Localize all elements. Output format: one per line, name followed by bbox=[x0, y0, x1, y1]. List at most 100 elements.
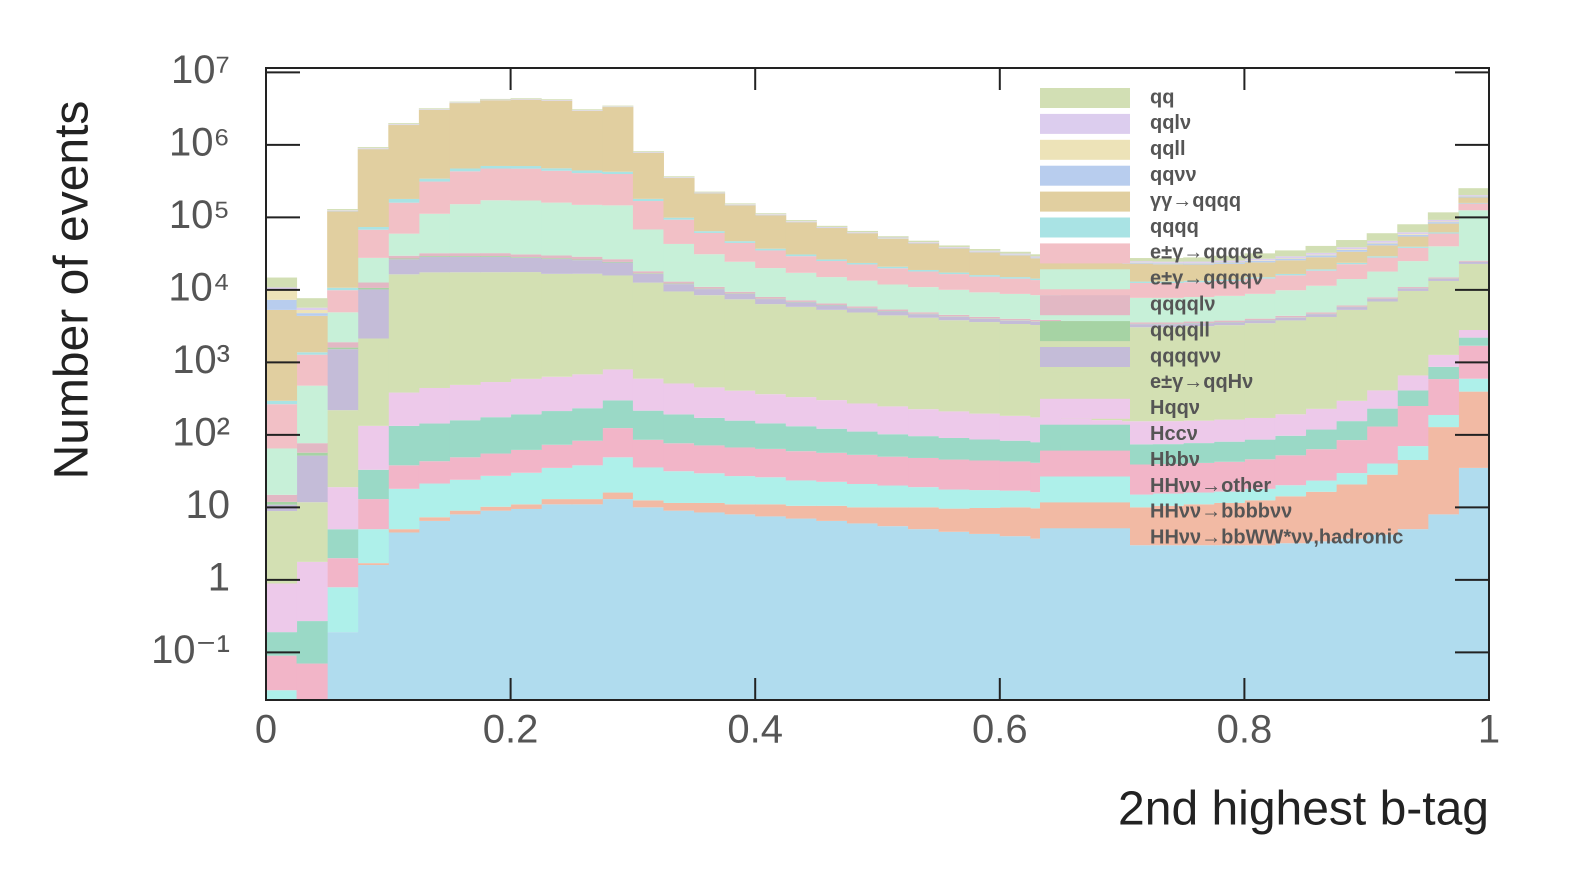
histogram-bar bbox=[694, 502, 726, 513]
histogram-bar bbox=[1366, 242, 1398, 244]
histogram-bar bbox=[999, 293, 1031, 319]
histogram-bar bbox=[632, 410, 664, 440]
histogram-bar bbox=[296, 561, 328, 622]
histogram-bar bbox=[418, 178, 450, 182]
histogram-bar bbox=[1366, 233, 1398, 241]
histogram-bar bbox=[1366, 298, 1398, 302]
histogram-bar bbox=[632, 152, 664, 199]
legend-label: qqlν bbox=[1150, 112, 1191, 134]
legend-label: HHνν→bbWW*νν,hadronic bbox=[1150, 527, 1403, 549]
histogram-bar bbox=[1427, 514, 1459, 700]
histogram-bar bbox=[969, 460, 1001, 491]
histogram-bar bbox=[296, 455, 328, 503]
y-axis-label: Number of events bbox=[46, 101, 99, 480]
histogram-bar bbox=[510, 272, 542, 379]
histogram-bar bbox=[480, 510, 512, 700]
histogram-bar bbox=[755, 423, 787, 449]
histogram-bar bbox=[327, 632, 359, 700]
histogram-bar bbox=[357, 469, 389, 500]
histogram-bar bbox=[846, 280, 878, 307]
histogram-bar bbox=[418, 272, 450, 388]
histogram-bar bbox=[663, 510, 695, 700]
histogram-bar bbox=[571, 374, 603, 409]
histogram-bar bbox=[1122, 322, 1154, 324]
histogram-bar bbox=[510, 168, 542, 201]
histogram-bar bbox=[999, 253, 1031, 255]
histogram-bar bbox=[969, 507, 1001, 534]
histogram-bar bbox=[1366, 297, 1398, 299]
histogram-bar bbox=[1274, 317, 1307, 321]
histogram-bar bbox=[877, 311, 909, 316]
histogram-bar bbox=[1244, 439, 1276, 460]
histogram-bar bbox=[663, 219, 695, 244]
histogram-bar bbox=[877, 456, 909, 486]
histogram-bar bbox=[1152, 327, 1184, 422]
legend-swatch bbox=[1040, 269, 1130, 290]
histogram-bar bbox=[816, 520, 848, 700]
histogram-bar bbox=[357, 563, 389, 566]
histogram-bar bbox=[266, 299, 298, 310]
histogram-bar bbox=[632, 151, 664, 152]
histogram-bar bbox=[816, 309, 848, 401]
histogram-bar bbox=[969, 413, 1001, 440]
histogram-bar bbox=[480, 255, 512, 257]
histogram-bar bbox=[1397, 224, 1429, 233]
histogram-bar bbox=[327, 211, 359, 288]
histogram-bar bbox=[480, 168, 512, 201]
histogram-bar bbox=[724, 299, 756, 391]
histogram-bar bbox=[938, 246, 970, 248]
histogram-bar bbox=[694, 295, 726, 388]
histogram-bar bbox=[1274, 275, 1307, 291]
histogram-bar bbox=[1244, 318, 1276, 321]
histogram-bar bbox=[388, 392, 420, 426]
histogram-bar bbox=[1183, 263, 1215, 265]
histogram-bar bbox=[1366, 474, 1398, 535]
histogram-bar bbox=[1458, 188, 1489, 196]
histogram-bar bbox=[602, 171, 634, 175]
histogram-bar bbox=[999, 507, 1031, 537]
histogram-bar bbox=[1152, 264, 1184, 282]
y-tick-label: 10⁻¹ bbox=[151, 628, 230, 672]
histogram-bar bbox=[1274, 257, 1307, 259]
histogram-bar bbox=[724, 205, 756, 242]
histogram-bar bbox=[1427, 414, 1459, 428]
legend-label: HHνν→bbbbνν bbox=[1150, 501, 1292, 523]
histogram-bar bbox=[602, 107, 634, 172]
histogram-bar bbox=[1427, 278, 1459, 281]
histogram-bar bbox=[266, 288, 298, 300]
histogram-bar bbox=[1427, 427, 1459, 515]
histogram-bar bbox=[969, 276, 1001, 293]
histogram-bar bbox=[1427, 246, 1459, 278]
histogram-bar bbox=[694, 191, 726, 193]
histogram-bar bbox=[480, 253, 512, 256]
legend-swatch bbox=[1040, 321, 1130, 342]
x-tick-label: 0.2 bbox=[483, 708, 539, 752]
histogram-bar bbox=[1244, 500, 1276, 546]
histogram-bar bbox=[1244, 277, 1276, 279]
legend-label: e±γ→qqHν bbox=[1150, 371, 1253, 393]
histogram-bar bbox=[266, 287, 298, 289]
histogram-bar bbox=[1152, 261, 1184, 263]
histogram-bar bbox=[999, 254, 1031, 256]
histogram-bar bbox=[663, 243, 695, 282]
histogram-bar bbox=[663, 443, 695, 472]
histogram-bar bbox=[1152, 464, 1184, 494]
histogram-bar bbox=[266, 448, 298, 495]
histogram-bar bbox=[357, 227, 389, 230]
histogram-bar bbox=[388, 465, 420, 489]
histogram-bar bbox=[1152, 281, 1184, 283]
histogram-bar bbox=[1336, 400, 1368, 422]
histogram-bar bbox=[755, 268, 787, 297]
histogram-bar bbox=[785, 220, 817, 222]
histogram-bar bbox=[266, 583, 298, 633]
histogram-bar bbox=[510, 257, 542, 258]
histogram-bar bbox=[1427, 219, 1459, 222]
histogram-bar bbox=[816, 225, 848, 227]
histogram-bar bbox=[755, 448, 787, 478]
histogram-bar bbox=[1427, 223, 1459, 233]
histogram-bar bbox=[999, 278, 1031, 294]
histogram-bar bbox=[602, 369, 634, 401]
histogram-bar bbox=[571, 465, 603, 500]
histogram-bar bbox=[1458, 210, 1489, 261]
histogram-bar bbox=[1244, 459, 1276, 489]
